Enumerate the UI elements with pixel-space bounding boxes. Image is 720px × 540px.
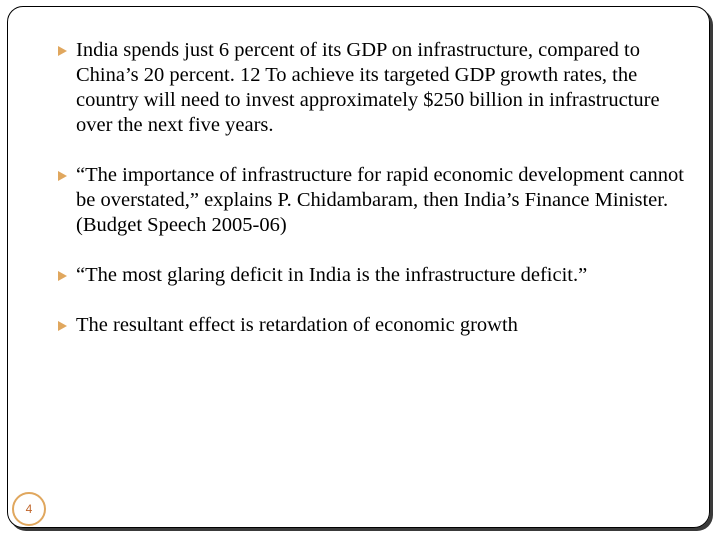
bullet-text: India spends just 6 percent of its GDP o… xyxy=(76,39,660,136)
arrow-triangle-icon xyxy=(58,46,67,56)
page-number: 4 xyxy=(25,502,33,516)
bullet-item: India spends just 6 percent of its GDP o… xyxy=(58,38,688,138)
bullet-list: India spends just 6 percent of its GDP o… xyxy=(58,38,688,363)
bullet-text: “The most glaring deficit in India is th… xyxy=(76,264,588,286)
arrow-triangle-icon xyxy=(58,321,67,331)
arrow-triangle-icon xyxy=(58,171,67,181)
arrow-triangle-icon xyxy=(58,271,67,281)
page-number-badge: 4 xyxy=(12,492,46,526)
bullet-item: “The most glaring deficit in India is th… xyxy=(58,263,688,288)
slide-frame xyxy=(7,6,710,528)
bullet-item: The resultant effect is retardation of e… xyxy=(58,313,688,338)
bullet-text: “The importance of infrastructure for ra… xyxy=(76,164,684,236)
bullet-text: The resultant effect is retardation of e… xyxy=(76,314,518,336)
bullet-item: “The importance of infrastructure for ra… xyxy=(58,163,688,238)
